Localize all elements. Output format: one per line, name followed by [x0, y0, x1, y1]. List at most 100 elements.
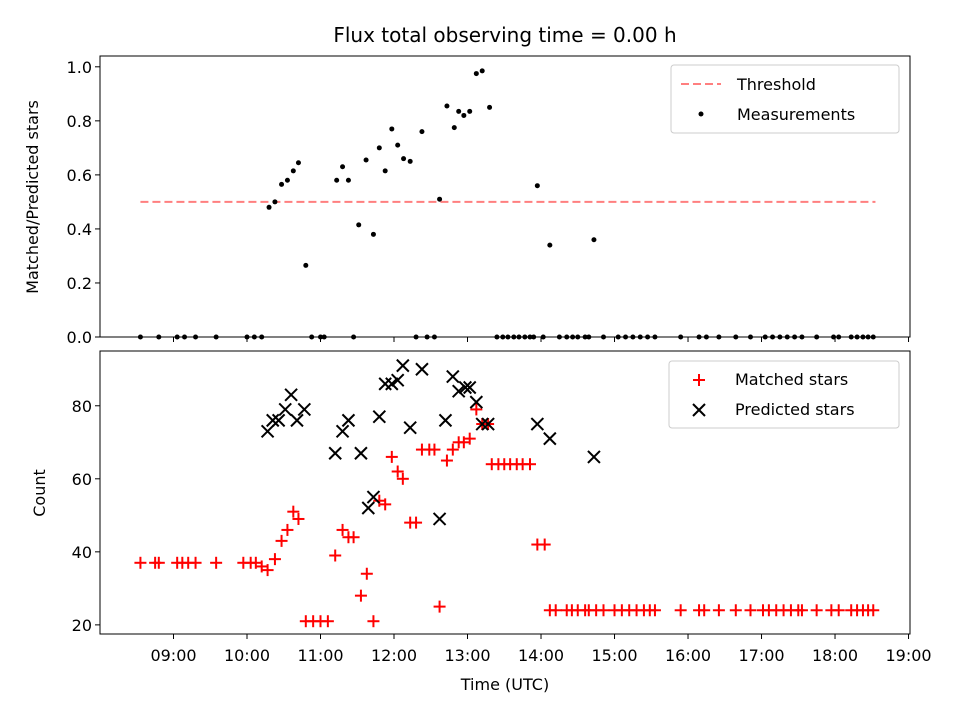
predicted-point [543, 431, 557, 446]
predicted-point [530, 417, 545, 431]
matched-point [391, 465, 404, 478]
bottom-x-tick-label: 18:00 [812, 646, 858, 665]
matched-point [428, 443, 441, 456]
measurement-point [376, 145, 382, 151]
matched-point [268, 553, 281, 566]
measurement-point [451, 125, 457, 131]
matched-point [712, 604, 725, 617]
predicted-point [335, 424, 350, 439]
predicted-point [284, 388, 298, 402]
bottom-x-tick-label: 16:00 [665, 646, 711, 665]
top-legend: Threshold Measurements [670, 64, 900, 134]
predicted-point [458, 380, 473, 395]
bottom-x-tick-label: 19:00 [885, 646, 931, 665]
predicted-point [415, 362, 429, 376]
bottom-x-tick-label: 11:00 [297, 646, 343, 665]
matched-point [261, 564, 274, 577]
matched-point [360, 567, 373, 580]
predicted-point [297, 402, 312, 417]
bottom-legend-box [668, 360, 900, 429]
matched-point [549, 604, 562, 617]
matched-point [410, 516, 423, 529]
bottom-x-axis-label: Time (UTC) [460, 675, 549, 694]
matched-point [287, 505, 300, 518]
top-y-tick-label: 0.2 [67, 274, 92, 293]
matched-point [867, 604, 880, 617]
measurement-point [370, 231, 376, 237]
bottom-y-axis-label: Count [30, 469, 49, 517]
measurement-point [534, 183, 540, 189]
predicted-point [354, 446, 368, 460]
bottom-y-tick-label: 40 [72, 543, 92, 562]
bottom-legend: Matched stars Predicted stars [668, 360, 900, 429]
measurement-point [295, 160, 301, 166]
bottom-plot-area [134, 358, 880, 628]
matched-point [597, 604, 610, 617]
matched-point [354, 589, 367, 602]
matched-point [210, 556, 223, 569]
predicted-point [446, 369, 460, 384]
measurement-point [467, 108, 473, 114]
legend-threshold-label: Threshold [736, 75, 816, 94]
measurement-point [382, 168, 388, 174]
legend-measurements-swatch [698, 111, 704, 117]
predicted-point [432, 512, 447, 526]
top-y-axis: 0.0 0.2 0.4 0.6 0.8 1.0 [67, 58, 100, 347]
measurement-point [437, 196, 443, 202]
predicted-point [366, 490, 381, 504]
matched-point [292, 512, 305, 525]
predicted-point [438, 413, 453, 428]
matched-point [648, 604, 661, 617]
matched-point [367, 615, 380, 628]
predicted-point [290, 413, 304, 428]
bottom-x-tick-label: 09:00 [150, 646, 196, 665]
legend-predicted-label: Predicted stars [735, 400, 855, 419]
matched-point [134, 556, 147, 569]
top-x-ticks [173, 337, 910, 342]
measurement-point [303, 262, 309, 268]
predicted-point [271, 413, 286, 428]
matched-point [152, 556, 165, 569]
top-y-tick-label: 0.8 [67, 112, 92, 131]
matched-point [440, 454, 453, 467]
top-y-axis-label: Matched/Predicted stars [23, 100, 42, 294]
top-y-tick-label: 0.4 [67, 220, 92, 239]
legend-matched-label: Matched stars [735, 370, 848, 389]
matched-point [347, 531, 360, 544]
top-y-tick-label: 0.6 [67, 166, 92, 185]
bottom-x-tick-label: 12:00 [371, 646, 417, 665]
measurement-point [473, 71, 479, 77]
measurement-point [356, 222, 362, 228]
matched-point [538, 538, 551, 551]
predicted-point [341, 413, 356, 428]
bottom-axes-frame [99, 350, 911, 635]
top-y-tick-label: 0.0 [67, 328, 92, 347]
matched-point [832, 604, 845, 617]
matched-point [698, 604, 711, 617]
measurement-point [284, 177, 290, 183]
predicted-point [385, 377, 399, 391]
measurement-point [266, 204, 272, 210]
predicted-point [403, 420, 417, 435]
measurement-point [389, 126, 395, 132]
bottom-x-tick-label: 10:00 [224, 646, 270, 665]
legend-measurements-label: Measurements [737, 105, 855, 124]
matched-point [795, 604, 808, 617]
matched-point [336, 523, 349, 536]
top-panel: 0.0 0.2 0.4 0.6 0.8 1.0 Matched/Predicted sta… [23, 55, 911, 347]
matched-point [470, 403, 483, 416]
matched-point [744, 604, 757, 617]
predicted-point [463, 380, 477, 395]
measurement-point [479, 68, 485, 74]
measurement-point [279, 181, 285, 187]
matched-point [281, 523, 294, 536]
measurement-point [419, 129, 425, 135]
bottom-y-tick-label: 20 [72, 616, 92, 635]
measurement-point [401, 156, 407, 162]
matched-point [674, 604, 687, 617]
measurement-point [290, 168, 296, 174]
predicted-point [469, 395, 484, 409]
predicted-point [451, 384, 466, 398]
predicted-point [390, 373, 405, 387]
matched-point [321, 615, 334, 628]
